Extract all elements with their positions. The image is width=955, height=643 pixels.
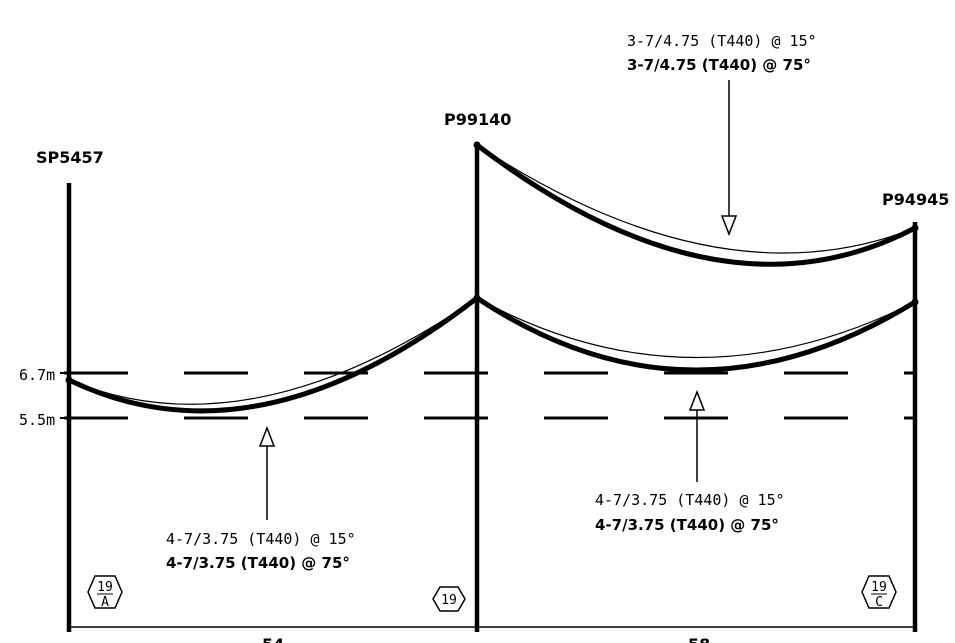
conductor-span2-lower-15deg	[476, 297, 916, 359]
clearance-label-lower: 5.5m	[19, 411, 55, 429]
marker-19a-top: 19	[97, 580, 113, 595]
conductor-span1-15deg-thin	[68, 297, 478, 405]
annotation-span2-line1: 4-7/3.75 (T440) @ 15°	[595, 491, 785, 509]
hexagon-marker-icon	[87, 575, 123, 609]
span-length-1: 54	[262, 635, 284, 643]
marker-19-top: 19	[441, 593, 457, 608]
pole-label-p94945: P94945	[882, 190, 949, 209]
pole-label-sp5457: SP5457	[36, 148, 104, 167]
attach-point	[911, 224, 919, 232]
attach-point	[473, 294, 481, 302]
marker-19a-bottom: A	[101, 595, 109, 610]
arrow-up-icon	[258, 425, 276, 447]
conductor-span1-75deg	[67, 296, 479, 414]
arrow-up-icon	[688, 389, 706, 411]
annotation-span1-line1: 4-7/3.75 (T440) @ 15°	[166, 530, 356, 548]
span-length-2: 58	[688, 635, 710, 643]
annotation-span1-line2: 4-7/3.75 (T440) @ 75°	[166, 554, 350, 572]
conductor-span2-upper-15deg	[476, 144, 916, 254]
annotation-upper-line2: 3-7/4.75 (T440) @ 75°	[627, 56, 811, 74]
hexagon-marker-icon	[432, 586, 466, 612]
marker-19c-top: 19	[871, 580, 887, 595]
attach-point	[65, 376, 73, 384]
attach-point	[473, 141, 481, 149]
marker-19c: 19 C	[861, 575, 897, 610]
conductor-span2-upper-75deg	[475, 143, 917, 267]
annotation-span2-line2: 4-7/3.75 (T440) @ 75°	[595, 516, 779, 534]
attach-point	[911, 298, 919, 306]
marker-19: 19	[432, 586, 466, 612]
pole-label-p99140: P99140	[444, 110, 511, 129]
conductor-span2-lower-75deg	[475, 295, 917, 373]
marker-19c-bottom: C	[875, 595, 883, 610]
hexagon-marker-icon	[861, 575, 897, 609]
annotation-upper-line1: 3-7/4.75 (T440) @ 15°	[627, 32, 817, 50]
arrow-down-icon	[720, 215, 738, 237]
clearance-label-upper: 6.7m	[19, 366, 55, 384]
marker-19a: 19 A	[87, 575, 123, 610]
